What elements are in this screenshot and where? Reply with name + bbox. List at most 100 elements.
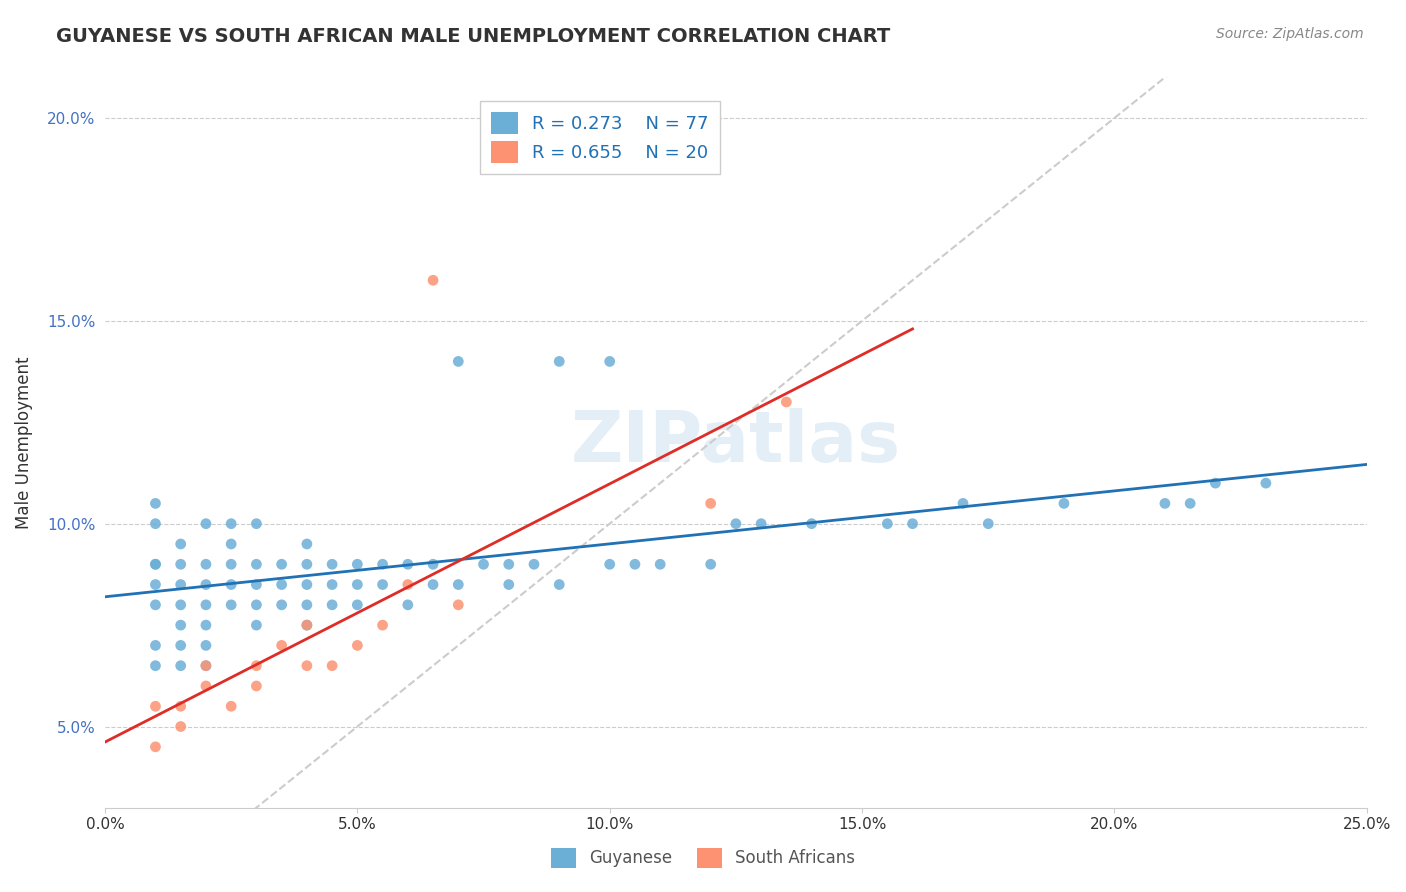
Point	[194, 516, 217, 531]
Point	[145, 639, 167, 653]
Point	[170, 598, 193, 612]
Point	[145, 558, 167, 572]
Point	[1053, 496, 1076, 510]
Point	[194, 658, 217, 673]
Point	[422, 577, 444, 591]
Point	[245, 598, 267, 612]
Point	[170, 639, 193, 653]
Point	[145, 577, 167, 591]
Point	[422, 558, 444, 572]
Point	[295, 577, 318, 591]
Point	[472, 558, 495, 572]
Point	[624, 558, 647, 572]
Point	[699, 558, 721, 572]
Point	[194, 558, 217, 572]
Point	[346, 639, 368, 653]
Point	[599, 354, 621, 368]
Point	[219, 516, 242, 531]
Point	[170, 537, 193, 551]
Point	[800, 516, 823, 531]
Point	[295, 658, 318, 673]
Point	[447, 598, 470, 612]
Point	[650, 558, 672, 572]
Point	[295, 558, 318, 572]
Point	[952, 496, 974, 510]
Point	[447, 354, 470, 368]
Point	[170, 658, 193, 673]
Point	[346, 558, 368, 572]
Legend: R = 0.273    N = 77, R = 0.655    N = 20: R = 0.273 N = 77, R = 0.655 N = 20	[479, 101, 720, 174]
Point	[245, 516, 267, 531]
Text: GUYANESE VS SOUTH AFRICAN MALE UNEMPLOYMENT CORRELATION CHART: GUYANESE VS SOUTH AFRICAN MALE UNEMPLOYM…	[56, 27, 890, 45]
Point	[219, 598, 242, 612]
Point	[775, 395, 797, 409]
Point	[447, 577, 470, 591]
Text: ZIPatlas: ZIPatlas	[571, 408, 901, 477]
Point	[321, 598, 343, 612]
Point	[170, 720, 193, 734]
Point	[295, 537, 318, 551]
Point	[346, 598, 368, 612]
Point	[270, 577, 292, 591]
Point	[194, 618, 217, 632]
Point	[145, 598, 167, 612]
Point	[295, 618, 318, 632]
Point	[1254, 476, 1277, 491]
Point	[498, 577, 520, 591]
Point	[599, 558, 621, 572]
Text: Source: ZipAtlas.com: Source: ZipAtlas.com	[1216, 27, 1364, 41]
Point	[245, 679, 267, 693]
Point	[270, 639, 292, 653]
Point	[498, 558, 520, 572]
Point	[170, 699, 193, 714]
Point	[371, 577, 394, 591]
Point	[219, 577, 242, 591]
Point	[170, 618, 193, 632]
Point	[145, 699, 167, 714]
Point	[724, 516, 747, 531]
Point	[749, 516, 772, 531]
Point	[321, 658, 343, 673]
Point	[219, 537, 242, 551]
Point	[245, 577, 267, 591]
Point	[245, 558, 267, 572]
Point	[295, 598, 318, 612]
Point	[1204, 476, 1226, 491]
Legend: Guyanese, South Africans: Guyanese, South Africans	[544, 841, 862, 875]
Point	[270, 558, 292, 572]
Point	[396, 558, 419, 572]
Point	[270, 598, 292, 612]
Y-axis label: Male Unemployment: Male Unemployment	[15, 356, 32, 529]
Point	[145, 558, 167, 572]
Point	[145, 658, 167, 673]
Point	[219, 699, 242, 714]
Point	[245, 658, 267, 673]
Point	[194, 658, 217, 673]
Point	[321, 558, 343, 572]
Point	[194, 598, 217, 612]
Point	[145, 496, 167, 510]
Point	[396, 598, 419, 612]
Point	[194, 679, 217, 693]
Point	[219, 558, 242, 572]
Point	[699, 496, 721, 510]
Point	[245, 618, 267, 632]
Point	[422, 273, 444, 287]
Point	[145, 516, 167, 531]
Point	[194, 577, 217, 591]
Point	[145, 739, 167, 754]
Point	[548, 354, 571, 368]
Point	[371, 618, 394, 632]
Point	[548, 577, 571, 591]
Point	[523, 558, 546, 572]
Point	[194, 639, 217, 653]
Point	[876, 516, 898, 531]
Point	[170, 558, 193, 572]
Point	[295, 618, 318, 632]
Point	[321, 577, 343, 591]
Point	[1154, 496, 1177, 510]
Point	[371, 558, 394, 572]
Point	[170, 577, 193, 591]
Point	[977, 516, 1000, 531]
Point	[901, 516, 924, 531]
